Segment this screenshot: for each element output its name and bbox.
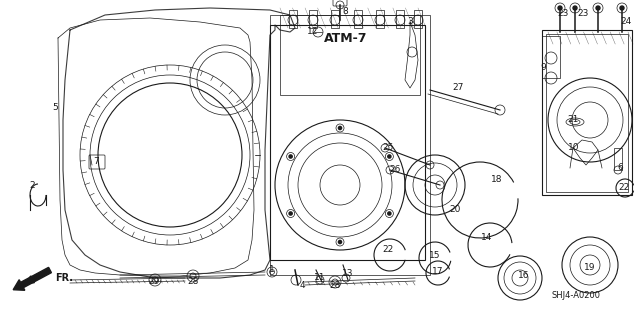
Text: 23: 23 <box>577 10 589 19</box>
Bar <box>376 10 384 28</box>
Text: 7: 7 <box>93 158 99 167</box>
Text: 5: 5 <box>52 103 58 113</box>
Text: 22: 22 <box>618 183 630 192</box>
Text: 23: 23 <box>557 10 569 19</box>
FancyArrow shape <box>13 267 51 290</box>
Circle shape <box>289 155 292 158</box>
Text: 28: 28 <box>188 278 198 286</box>
Text: 2: 2 <box>29 182 35 190</box>
Bar <box>270 15 430 275</box>
Text: 12: 12 <box>307 27 319 36</box>
Text: SHJ4-A0200: SHJ4-A0200 <box>552 291 600 300</box>
Bar <box>280 15 420 95</box>
Text: 8: 8 <box>342 8 348 17</box>
Bar <box>331 10 339 28</box>
Circle shape <box>596 6 600 10</box>
Bar <box>289 10 297 28</box>
Text: 24: 24 <box>620 18 632 26</box>
Text: ATM-7: ATM-7 <box>324 32 368 44</box>
Circle shape <box>388 212 391 215</box>
Text: 10: 10 <box>568 144 580 152</box>
Text: 4: 4 <box>299 281 305 291</box>
Text: 29: 29 <box>148 278 160 286</box>
Circle shape <box>573 6 577 10</box>
Text: 18: 18 <box>492 175 503 184</box>
Bar <box>542 36 560 78</box>
Bar <box>309 10 317 28</box>
Text: 17: 17 <box>432 268 444 277</box>
Circle shape <box>289 212 292 215</box>
Text: 6: 6 <box>617 164 623 173</box>
Text: 11: 11 <box>314 273 326 283</box>
Bar <box>354 10 362 28</box>
Text: 25: 25 <box>382 144 394 152</box>
Bar <box>396 10 404 28</box>
Text: 16: 16 <box>518 271 530 280</box>
Circle shape <box>388 155 391 158</box>
Text: 13: 13 <box>342 270 354 278</box>
Text: 28: 28 <box>330 281 340 291</box>
Text: 3: 3 <box>407 18 413 26</box>
Text: FR.: FR. <box>55 273 73 283</box>
Text: 22: 22 <box>382 246 394 255</box>
Bar <box>270 25 425 260</box>
Text: 14: 14 <box>481 234 493 242</box>
Text: 15: 15 <box>429 250 441 259</box>
Circle shape <box>558 6 562 10</box>
Text: 1: 1 <box>269 265 275 275</box>
Bar <box>414 10 422 28</box>
Text: 20: 20 <box>449 205 461 214</box>
Circle shape <box>339 126 342 130</box>
Bar <box>546 34 628 192</box>
Circle shape <box>620 6 624 10</box>
Bar <box>542 30 632 195</box>
Text: 21: 21 <box>567 115 579 124</box>
Bar <box>614 148 622 170</box>
Text: 27: 27 <box>452 84 464 93</box>
Text: 26: 26 <box>389 166 401 174</box>
Text: 9: 9 <box>540 63 546 72</box>
Text: 19: 19 <box>584 263 596 272</box>
Circle shape <box>339 241 342 244</box>
